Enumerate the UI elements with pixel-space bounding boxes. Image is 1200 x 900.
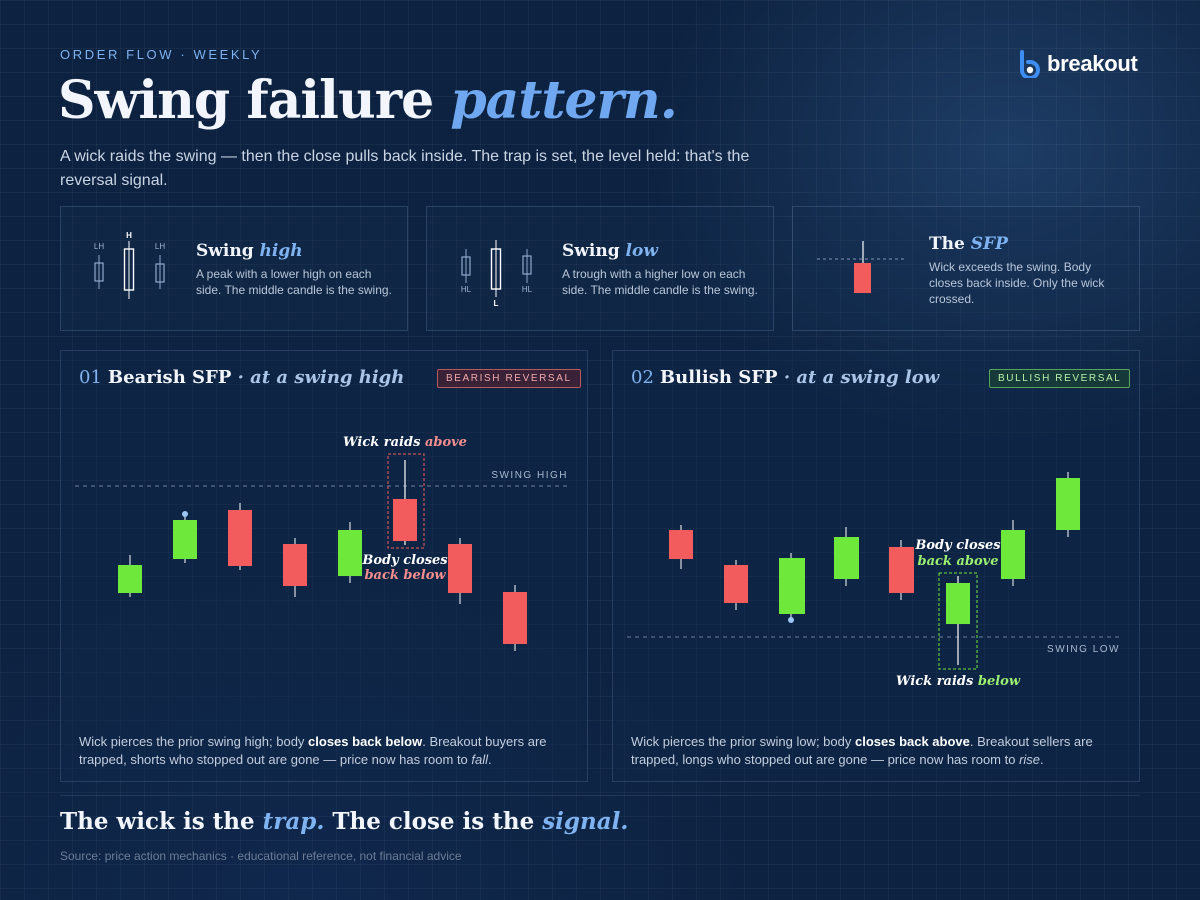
panel-bearish-desc: Wick pierces the prior swing high; body … — [79, 734, 547, 767]
bear-candle-3 — [228, 503, 252, 570]
panel-bullish-desc: Wick pierces the prior swing low; body c… — [631, 734, 1093, 767]
prior-swing-low-marker — [788, 617, 794, 623]
bear-candle-8 — [503, 585, 527, 651]
footer-tagline: The wick is the trap. The close is the s… — [60, 808, 629, 835]
swing-low-diagram: HL L HL — [461, 240, 533, 308]
sfp-diagram — [817, 241, 907, 293]
bull-candle-5 — [889, 540, 914, 600]
breakout-b-icon — [1020, 50, 1040, 78]
sfp-highlight-box — [938, 572, 978, 670]
label-hl-left: HL — [461, 285, 472, 294]
bull-candle-4 — [834, 527, 859, 586]
bearish-chart: SWING HIGH — [75, 435, 570, 651]
source-note: Source: price action mechanics · educati… — [60, 849, 462, 863]
panel-bearish-title: 01 Bearish SFP · at a swing high — [79, 367, 405, 388]
annotation-wick-raids-above: Wick raids above — [343, 435, 467, 450]
panel-bullish-sfp: 02 Bullish SFP · at a swing low BULLISH R… — [612, 350, 1140, 782]
panel-bullish-title: 02 Bullish SFP · at a swing low — [631, 367, 940, 388]
bear-sfp-candle — [387, 453, 425, 549]
bull-sfp-candle — [938, 572, 978, 670]
card-swing-low-desc: A trough with a higher low on each side.… — [562, 267, 758, 297]
card-sfp-desc: Wick exceeds the swing. Body closes back… — [929, 260, 1105, 306]
bear-candle-5 — [338, 522, 362, 583]
bear-candle-2 — [173, 511, 197, 563]
panel-bearish-sfp: 01 Bearish SFP · at a swing high BEARISH … — [60, 350, 588, 782]
bearish-reversal-badge: BEARISH REVERSAL — [437, 369, 581, 388]
swing-high-level-label: SWING HIGH — [491, 470, 568, 481]
label-lh-left: LH — [94, 242, 104, 251]
card-swing-low-title: Swing low — [562, 241, 658, 261]
label-l: L — [494, 299, 499, 308]
page-title: Swing failure pattern. — [58, 70, 678, 131]
eyebrow-label: ORDER FLOW · WEEKLY — [60, 47, 263, 62]
bullish-reversal-badge: BULLISH REVERSAL — [989, 369, 1131, 388]
label-h: H — [126, 231, 132, 240]
sfp-highlight-box — [387, 453, 425, 549]
annotation-body-closes: Body closes — [914, 538, 1001, 553]
bull-candle-3 — [779, 553, 805, 623]
annotation-back-below: back below — [364, 568, 446, 583]
prior-swing-high-marker — [182, 511, 188, 517]
bull-candle-1 — [669, 525, 693, 569]
bear-candle-1 — [118, 555, 142, 597]
logo[interactable]: breakout — [1018, 50, 1138, 78]
card-swing-high: LH H LH Swing high A peak with a lower h… — [60, 206, 408, 331]
card-swing-low: HL L HL Swing low A trough with a higher… — [426, 206, 774, 331]
annotation-wick-raids-below: Wick raids below — [896, 674, 1021, 689]
swing-high-diagram: LH H LH — [94, 231, 165, 299]
logo-text: breakout — [1047, 51, 1138, 76]
swing-low-level-label: SWING LOW — [1047, 644, 1120, 655]
card-swing-high-desc: A peak with a lower high on each side. T… — [196, 267, 392, 297]
bull-candle-2 — [724, 560, 748, 610]
card-sfp-title: The SFP — [929, 234, 1008, 254]
label-hl-right: HL — [522, 285, 533, 294]
footer-divider — [60, 795, 1140, 796]
bear-candle-4 — [283, 538, 307, 597]
card-swing-high-title: Swing high — [196, 241, 303, 261]
bear-candle-7 — [448, 538, 472, 604]
annotation-body-closes: Body closes — [361, 553, 448, 568]
label-lh-right: LH — [155, 242, 165, 251]
card-the-sfp: The SFP Wick exceeds the swing. Body clo… — [792, 206, 1140, 331]
bullish-chart: SWING LOW — [627, 472, 1122, 689]
bull-candle-8 — [1056, 472, 1080, 537]
page-subtitle: A wick raids the swing — then the close … — [60, 148, 750, 189]
annotation-back-above: back above — [918, 554, 999, 569]
bull-candle-7 — [1001, 520, 1025, 586]
